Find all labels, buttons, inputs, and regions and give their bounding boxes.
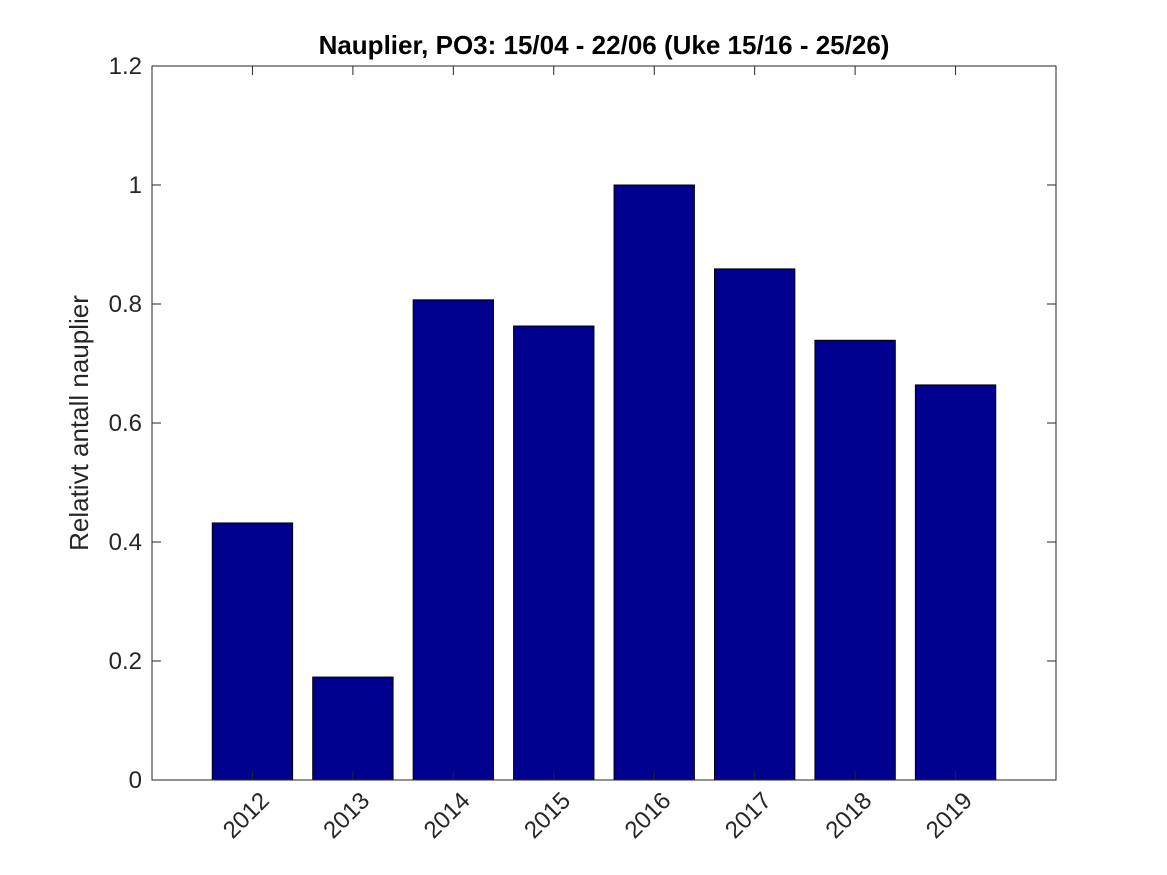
bar bbox=[211, 522, 294, 781]
chart-title: Nauplier, PO3: 15/04 - 22/06 (Uke 15/16 … bbox=[319, 30, 890, 60]
bar bbox=[312, 676, 394, 781]
y-tick-label: 0.2 bbox=[109, 648, 142, 675]
bar bbox=[814, 339, 896, 781]
bar bbox=[613, 184, 695, 781]
y-tick-label: 0.8 bbox=[109, 291, 142, 318]
y-tick-label: 0.4 bbox=[109, 529, 142, 556]
y-axis-label: Relativt antall nauplier bbox=[64, 295, 94, 551]
bar bbox=[412, 299, 495, 781]
y-tick-label: 0.6 bbox=[109, 410, 142, 437]
axes-box bbox=[151, 65, 1057, 781]
y-tick-label: 1.2 bbox=[109, 53, 142, 80]
y-tick-label: 1 bbox=[129, 172, 142, 199]
bar bbox=[513, 325, 595, 781]
y-tick-label: 0 bbox=[129, 767, 142, 794]
bar bbox=[914, 384, 997, 781]
bar bbox=[713, 268, 796, 781]
